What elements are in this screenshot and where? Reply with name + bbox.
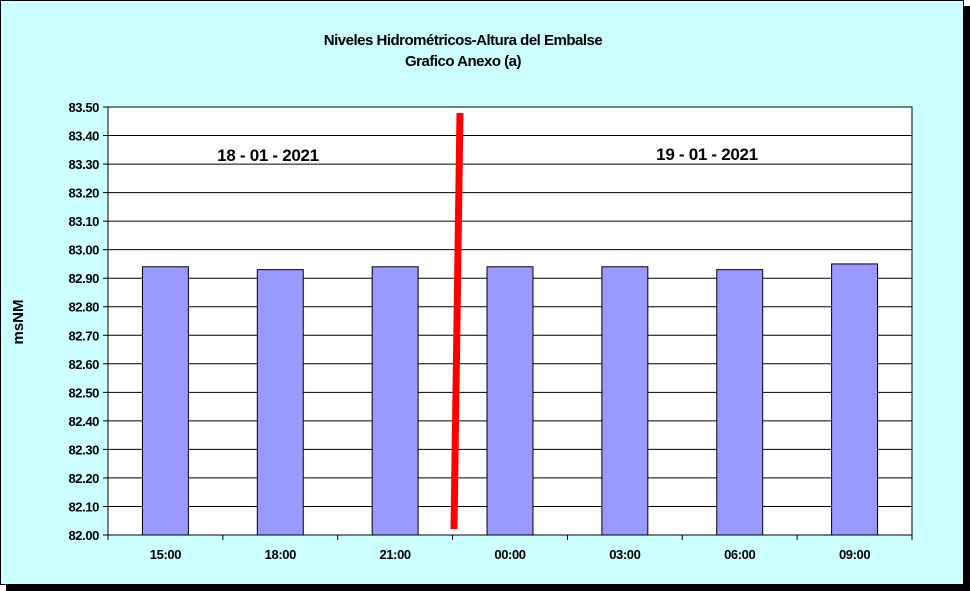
x-tick-label: 15:00 [150, 547, 181, 562]
y-tick-label: 83.40 [68, 129, 99, 144]
bar [716, 269, 764, 536]
bars [141, 263, 879, 536]
date-divider-line [450, 112, 464, 530]
bar [831, 263, 879, 536]
y-tick-label: 82.00 [68, 528, 99, 543]
y-tick-label: 82.60 [68, 357, 99, 372]
chart-title: Niveles Hidrométricos-Altura del Embalse [324, 32, 603, 49]
x-tick-label: 06:00 [724, 547, 755, 562]
y-tick-label: 82.20 [68, 471, 99, 486]
y-tick-label: 82.50 [68, 385, 99, 400]
y-axis-label: msNM [10, 299, 27, 344]
y-tick-label: 82.80 [68, 300, 99, 315]
bar [486, 266, 534, 536]
y-tick-label: 83.10 [68, 214, 99, 229]
y-tick-label: 82.90 [68, 271, 99, 286]
x-tick-label: 00:00 [494, 547, 525, 562]
date-annotation-2: 19 - 01 - 2021 [656, 145, 758, 164]
bar [371, 266, 419, 536]
y-tick-label: 82.70 [68, 328, 99, 343]
x-tick-label: 09:00 [839, 547, 870, 562]
x-tick-label: 21:00 [380, 547, 411, 562]
y-tick-label: 83.50 [68, 100, 99, 115]
bar [141, 266, 189, 536]
y-tick-label: 83.20 [68, 186, 99, 201]
chart-canvas: Niveles Hidrométricos-Altura del Embalse… [10, 32, 913, 562]
y-tick-label: 82.40 [68, 414, 99, 429]
y-tick-label: 82.10 [68, 499, 99, 514]
x-tick-label: 18:00 [265, 547, 296, 562]
chart-subtitle: Grafico Anexo (a) [405, 53, 521, 70]
bar [601, 266, 649, 536]
y-tick-label: 83.00 [68, 243, 99, 258]
date-annotation-1: 18 - 01 - 2021 [217, 146, 319, 165]
x-axis-ticks: 15:00 18:00 21:00 00:00 03:00 06:00 09:00 [107, 535, 913, 562]
y-axis-ticks: 82.00 82.10 82.20 82.30 82.40 82.50 82.60 82.70… [68, 100, 108, 543]
x-tick-label: 03:00 [609, 547, 640, 562]
y-tick-label: 83.30 [68, 157, 99, 172]
bar [256, 269, 304, 536]
y-tick-label: 82.30 [68, 442, 99, 457]
